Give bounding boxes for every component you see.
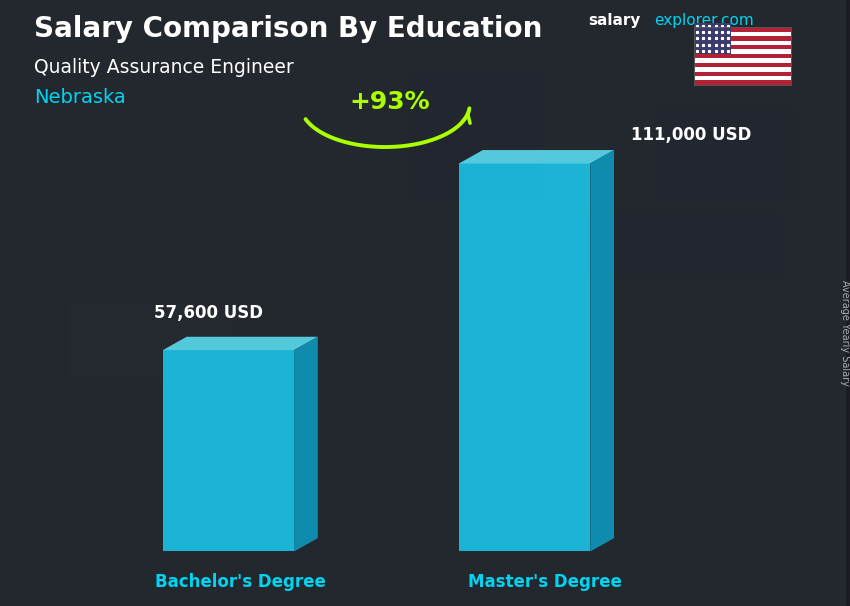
- Bar: [355, 225, 514, 396]
- Bar: [694, 81, 791, 85]
- Bar: [694, 32, 791, 36]
- Polygon shape: [459, 150, 614, 164]
- Text: 111,000 USD: 111,000 USD: [631, 126, 751, 144]
- Bar: [413, 70, 541, 202]
- Bar: [694, 27, 791, 85]
- Text: +93%: +93%: [349, 90, 429, 113]
- Polygon shape: [459, 164, 590, 551]
- Bar: [694, 76, 791, 81]
- Bar: [253, 0, 524, 145]
- Polygon shape: [163, 350, 294, 551]
- Text: salary: salary: [588, 13, 641, 28]
- Text: Average Yearly Salary: Average Yearly Salary: [840, 281, 850, 386]
- Bar: [694, 50, 791, 54]
- Bar: [694, 45, 791, 50]
- Bar: [694, 72, 791, 76]
- Bar: [309, 72, 444, 225]
- Bar: [694, 23, 731, 54]
- Polygon shape: [590, 150, 614, 551]
- Bar: [694, 27, 791, 32]
- Text: Bachelor's Degree: Bachelor's Degree: [155, 573, 326, 591]
- Bar: [694, 67, 791, 72]
- Bar: [694, 54, 791, 58]
- Text: Master's Degree: Master's Degree: [468, 573, 622, 591]
- Bar: [68, 297, 237, 384]
- Bar: [657, 108, 796, 202]
- Bar: [547, 273, 657, 458]
- Text: Quality Assurance Engineer: Quality Assurance Engineer: [34, 58, 293, 76]
- Polygon shape: [163, 337, 318, 350]
- Bar: [694, 41, 791, 45]
- Bar: [694, 36, 791, 41]
- Bar: [694, 62, 791, 67]
- Text: explorer.com: explorer.com: [654, 13, 754, 28]
- Bar: [694, 58, 791, 62]
- Text: Salary Comparison By Education: Salary Comparison By Education: [34, 15, 542, 43]
- Text: Nebraska: Nebraska: [34, 88, 126, 107]
- Bar: [582, 213, 781, 276]
- Polygon shape: [294, 337, 318, 551]
- Text: 57,600 USD: 57,600 USD: [155, 304, 264, 322]
